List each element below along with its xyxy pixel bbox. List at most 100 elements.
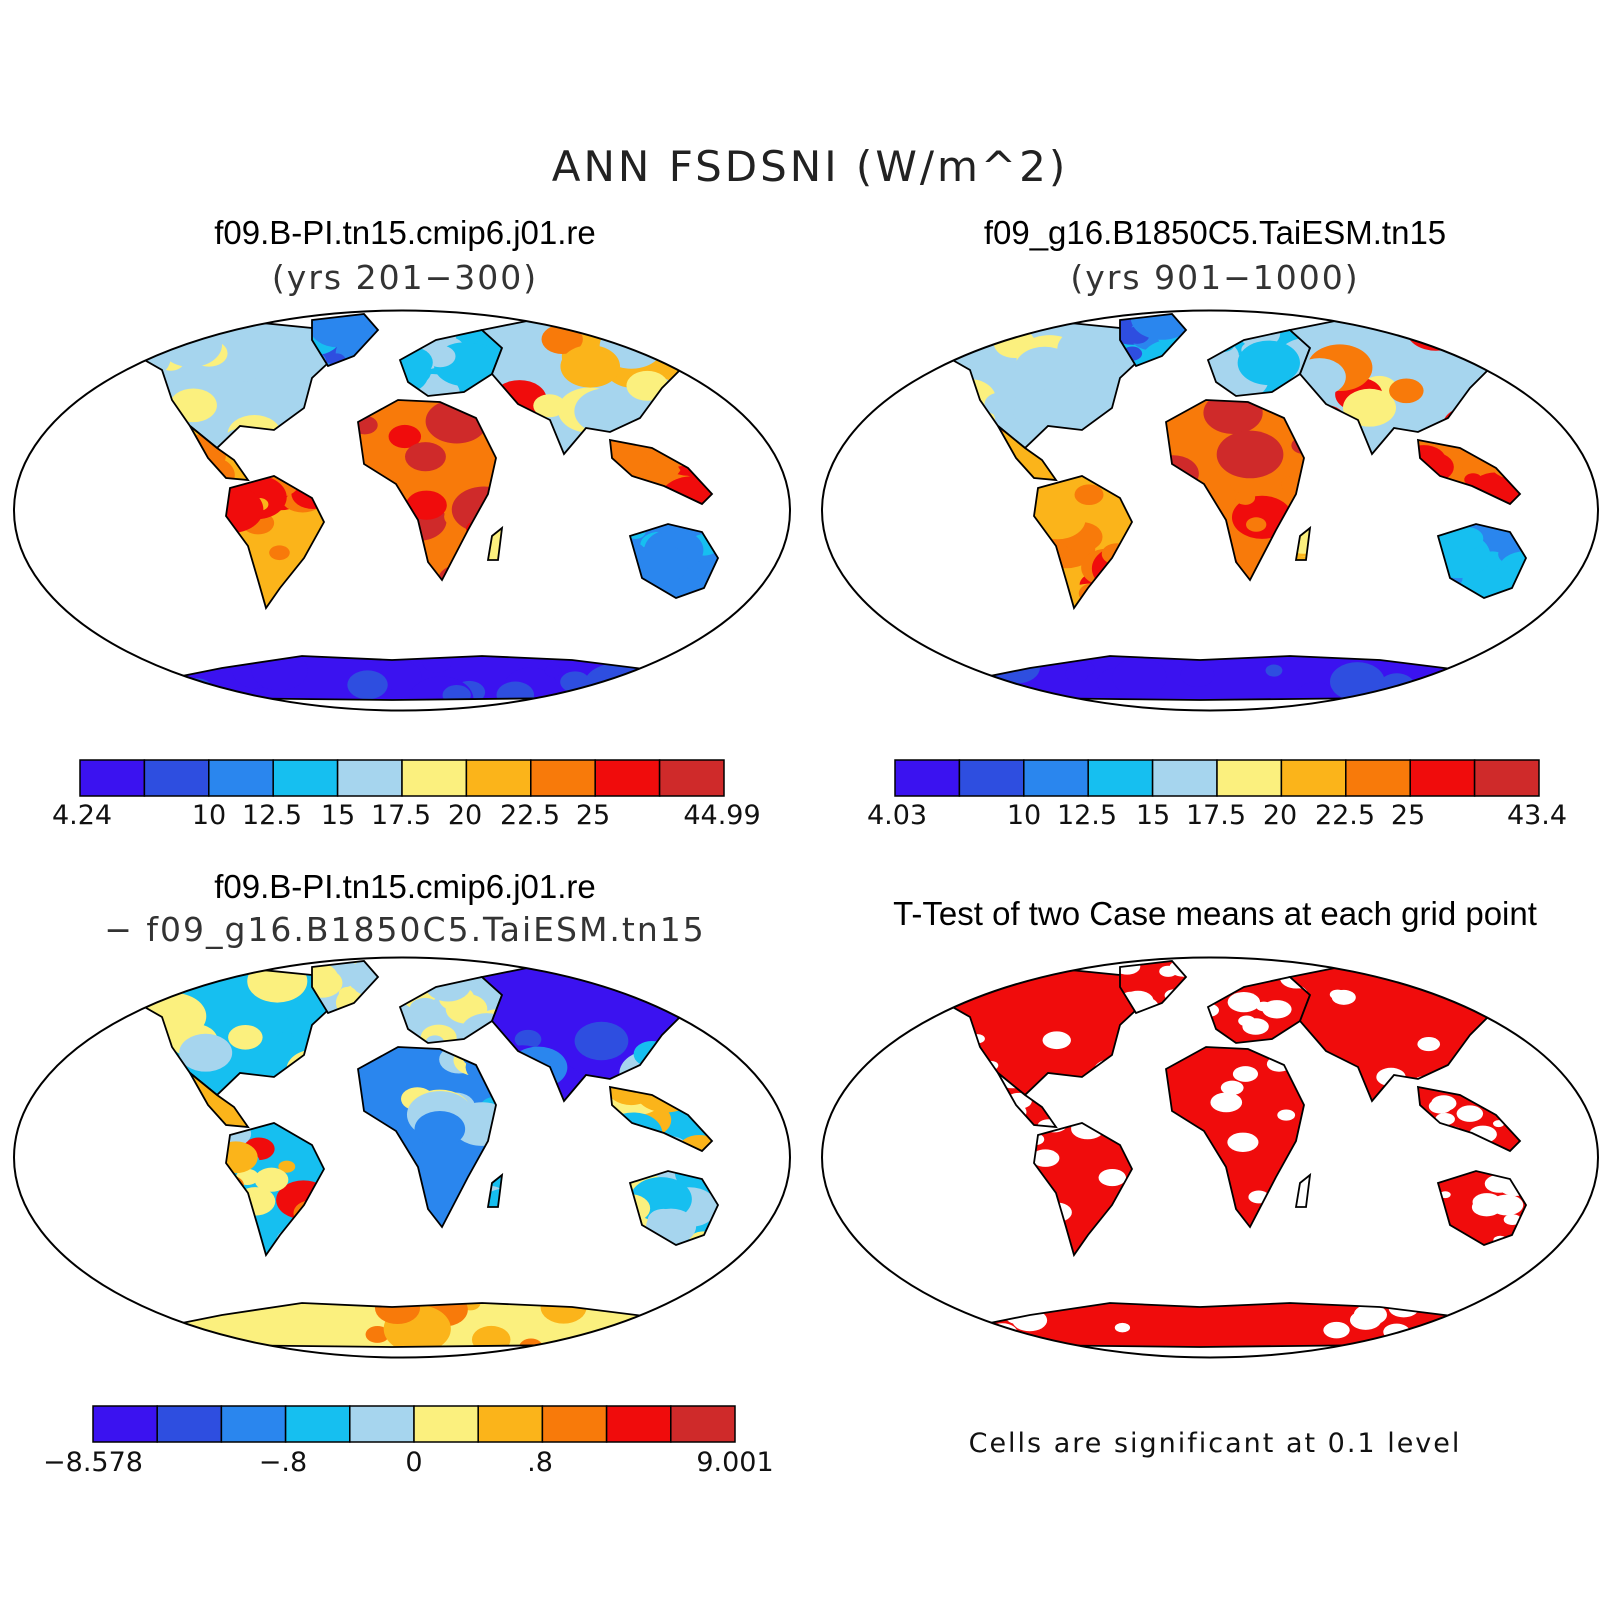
field-cell	[451, 1102, 496, 1146]
field-patches	[1296, 528, 1310, 560]
colorbar-case1	[79, 759, 725, 797]
field-cell	[190, 460, 215, 479]
field-cell	[1166, 455, 1199, 493]
colorbar-swatch	[1280, 759, 1347, 797]
nonsignificant-cell	[1256, 1001, 1272, 1012]
field-cell	[120, 1054, 179, 1095]
field-cell	[634, 1087, 698, 1113]
field-cell	[1057, 326, 1121, 373]
nonsignificant-cell	[1098, 1169, 1127, 1187]
field-cell	[610, 1133, 638, 1151]
field-cell	[1389, 378, 1424, 404]
field-cell	[622, 495, 647, 504]
colorbar-label: 22.5	[1314, 800, 1376, 831]
map-land-layer	[925, 313, 1528, 701]
field-cell	[544, 664, 562, 678]
field-cell	[388, 424, 422, 449]
field-cell	[451, 486, 496, 533]
coastline-samerica	[225, 1122, 326, 1258]
field-cell	[190, 455, 235, 480]
field-cell	[1495, 440, 1520, 460]
colorbar-swatch	[594, 759, 661, 797]
nonsignificant-cell	[1156, 1002, 1186, 1013]
nonsignificant-cell	[1210, 1092, 1243, 1113]
field-cell	[1186, 547, 1238, 580]
field-cell	[672, 1087, 712, 1104]
nonsignificant-cell	[1353, 1304, 1387, 1326]
field-cell	[1451, 527, 1484, 550]
coastline-camerica	[189, 425, 250, 482]
nonsignificant-cell	[1042, 1031, 1071, 1050]
field-cell	[1296, 681, 1335, 700]
colorbar-label: −.8	[258, 1447, 308, 1478]
field-cell	[371, 1139, 399, 1159]
field-cell	[235, 451, 248, 468]
field-cell	[1464, 473, 1482, 486]
field-cell	[488, 1175, 502, 1201]
field-cell	[374, 1303, 421, 1325]
field-cell	[1405, 316, 1466, 351]
colorbar-swatch	[336, 759, 403, 797]
nonsignificant-cell	[1238, 1015, 1256, 1027]
field-cell	[266, 369, 310, 401]
field-cell	[998, 469, 1019, 480]
colorbar-label: 17.5	[1185, 800, 1247, 831]
field-cell	[462, 1047, 490, 1067]
coastline-madagascar	[486, 525, 504, 561]
field-cell	[615, 978, 649, 1003]
field-cell	[509, 1046, 568, 1089]
field-cell	[533, 394, 566, 418]
field-cell	[1180, 662, 1215, 687]
field-cell	[1034, 568, 1059, 594]
colorbar-swatch	[477, 1405, 544, 1443]
field-cell	[1246, 517, 1267, 532]
field-cell	[471, 1325, 511, 1347]
colorbar-label: 20	[447, 800, 483, 831]
field-cell	[1503, 455, 1520, 471]
field-cell	[1073, 661, 1095, 677]
coastline-greenland	[311, 960, 380, 1015]
map-frame	[13, 309, 791, 712]
field-cell	[438, 564, 481, 580]
field-cell	[496, 681, 535, 700]
field-cell	[652, 963, 688, 1001]
field-cell	[1303, 404, 1346, 436]
nonsignificant-cell	[1397, 963, 1433, 977]
field-cell	[1164, 351, 1183, 365]
colorbar-swatch	[284, 1405, 351, 1443]
coastline-samerica	[225, 475, 326, 611]
colorbar-label: 10	[1006, 800, 1042, 831]
colorbar-label: 10	[191, 800, 227, 831]
nonsignificant-cell	[1094, 1059, 1129, 1081]
field-cell	[1203, 400, 1263, 434]
field-cell	[304, 1323, 338, 1347]
field-patches	[610, 1087, 712, 1151]
field-cell	[120, 322, 162, 340]
colorbar-label: 15	[1135, 800, 1171, 831]
panel-subtitle-case2: (yrs 901−1000)	[1070, 258, 1360, 297]
field-cell	[1014, 346, 1075, 390]
colorbar-swatch	[401, 759, 468, 797]
field-cell	[400, 346, 433, 379]
field-cell	[135, 1048, 179, 1080]
field-cell	[981, 656, 1020, 674]
colorbar-label: 22.5	[499, 800, 561, 831]
map-ttest	[821, 956, 1599, 1359]
coastline-greenland	[311, 313, 380, 368]
field-cell	[1074, 484, 1104, 506]
field-cell	[347, 670, 388, 700]
panel-title-case2: f09_g16.B1850C5.TaiESM.tn15	[983, 214, 1447, 251]
map-case2	[821, 309, 1599, 712]
colorbar-swatch	[670, 1405, 736, 1443]
coastline-greenland	[1119, 313, 1188, 368]
colorbar-swatch	[1409, 759, 1476, 797]
field-cell	[228, 1024, 263, 1050]
field-patches	[488, 1175, 502, 1207]
nonsignificant-cell	[1039, 1202, 1072, 1223]
field-cell	[541, 324, 583, 355]
nonsignificant-cell	[1489, 1194, 1524, 1216]
field-cell	[263, 426, 307, 448]
nonsignificant-cell	[1453, 987, 1475, 1001]
field-cell	[238, 1087, 248, 1100]
colorbar-swatch	[1023, 759, 1089, 797]
